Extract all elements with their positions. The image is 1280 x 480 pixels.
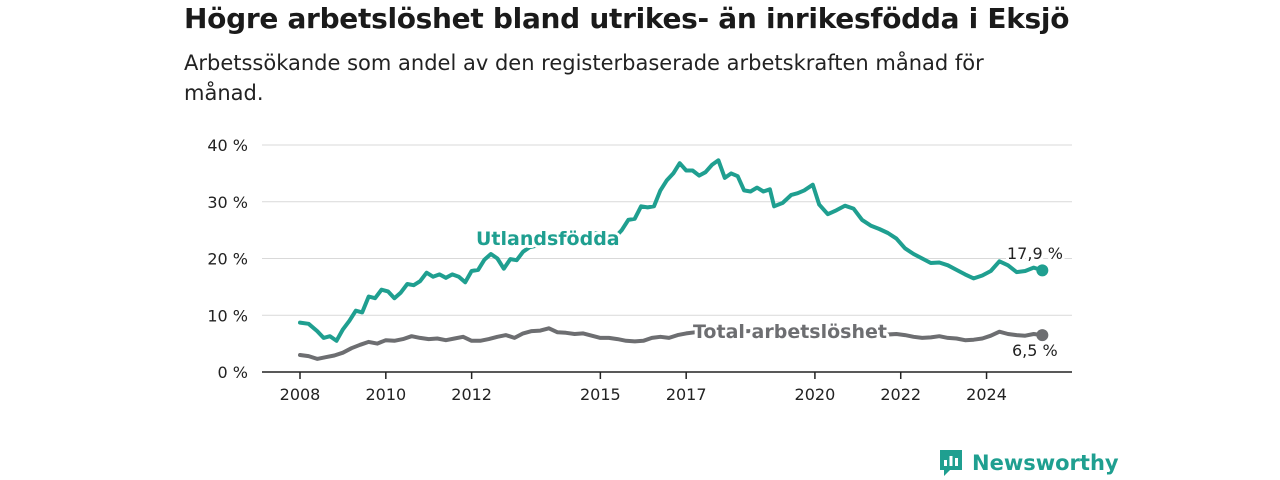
end-value-label-utlandsfodda: 17,9 %	[1007, 244, 1063, 263]
series-label-utlandsfodda: Utlandsfödda	[476, 228, 620, 250]
y-tick-label: 40 %	[207, 136, 248, 155]
end-point-total	[1036, 329, 1049, 342]
y-tick-label: 30 %	[207, 193, 248, 212]
series-label-total: Total arbetslöshet	[693, 321, 887, 343]
series-line-utlandsfodda	[298, 158, 1045, 343]
newsworthy-logo-icon	[940, 450, 962, 476]
x-tick-label: 2012	[451, 385, 492, 404]
chart-title: Högre arbetslöshet bland utrikes- än inr…	[184, 2, 1070, 35]
brand-name: Newsworthy	[972, 451, 1119, 475]
x-tick-label: 2015	[580, 385, 621, 404]
label-layer: Utlandsfödda Total arbetslöshet 17,9 % 6,5 …	[473, 225, 1066, 363]
end-point-utlandsfodda	[1036, 264, 1049, 277]
x-tick-label: 2008	[280, 385, 321, 404]
end-value-label-total: 6,5 %	[1012, 341, 1058, 360]
x-tick-label: 2017	[666, 385, 707, 404]
x-tick-label: 2020	[795, 385, 836, 404]
grid-layer: 0 % 10 % 20 % 30 % 40 % 2008 2010 2012 2015 2017 2…	[207, 136, 1072, 404]
newsworthy-brand: Newsworthy	[938, 448, 1119, 478]
y-tick-label: 10 %	[207, 306, 248, 325]
x-tick-label: 2024	[966, 385, 1007, 404]
series-layer	[298, 158, 1049, 361]
series-line-total	[298, 326, 1045, 361]
x-tick-label: 2022	[880, 385, 921, 404]
y-tick-label: 20 %	[207, 250, 248, 269]
x-tick-label: 2010	[365, 385, 406, 404]
chart-subtitle: Arbetssökande som andel av den registerb…	[184, 51, 984, 105]
y-tick-label: 0 %	[218, 363, 248, 382]
